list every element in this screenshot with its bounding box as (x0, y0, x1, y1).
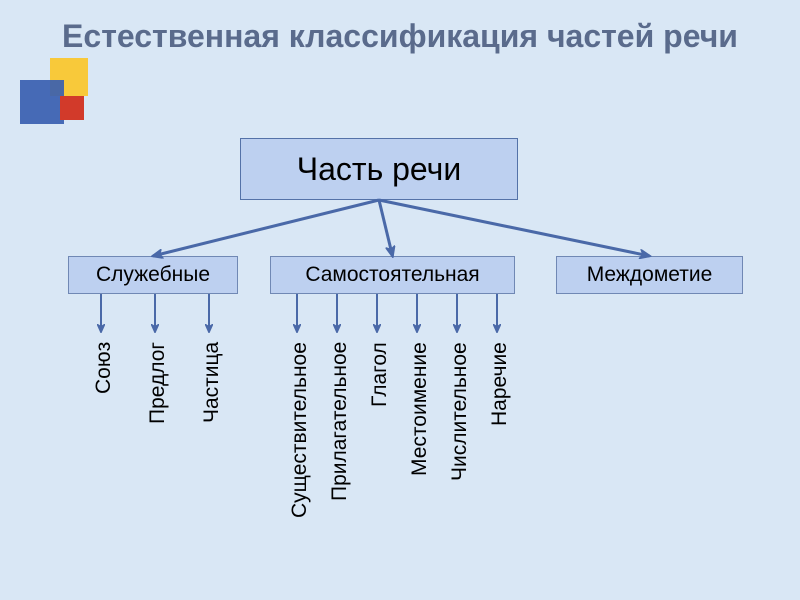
root-node: Часть речи (240, 138, 518, 200)
leaf-predlog: Предлог (146, 342, 170, 424)
connectors (0, 0, 800, 600)
mid-node-samostoyatelnaya: Самостоятельная (270, 256, 515, 294)
leaf-sushchestvitelnoe: Существительное (288, 342, 312, 518)
logo-red-square (60, 96, 84, 120)
mid-label: Служебные (96, 263, 210, 287)
leaf-glagol: Глагол (368, 342, 392, 407)
slide-canvas: Естественная классификация частей речи Ч… (0, 0, 800, 600)
leaf-narechie: Наречие (488, 342, 512, 426)
mid-label: Междометие (587, 263, 713, 287)
leaf-chastitsa: Частица (200, 342, 224, 423)
slide-title: Естественная классификация частей речи (0, 18, 800, 55)
leaf-prilagatelnoe: Прилагательное (328, 342, 352, 501)
leaf-mestoimenie: Местоимение (408, 342, 432, 476)
mid-node-sluzhebnye: Служебные (68, 256, 238, 294)
mid-node-mezhdometie: Междометие (556, 256, 743, 294)
logo-squares (20, 58, 100, 138)
root-label: Часть речи (297, 151, 461, 188)
leaf-chislitelnoe: Числительное (448, 342, 472, 481)
logo-blue-square (20, 80, 64, 124)
mid-label: Самостоятельная (305, 263, 479, 287)
leaf-soyuz: Союз (92, 342, 116, 394)
